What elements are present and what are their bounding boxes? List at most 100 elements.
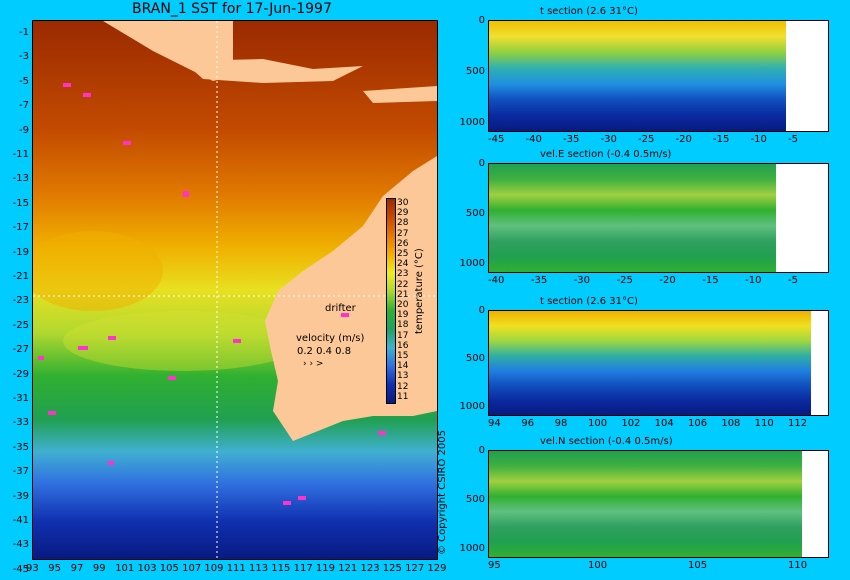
lon-tick-label: 115 bbox=[271, 563, 291, 574]
lat-tick-label: -41 bbox=[12, 515, 29, 526]
depth-tick-label: 0 bbox=[478, 158, 485, 169]
lat-tick-label: -35 bbox=[12, 441, 29, 453]
colorbar-tick-label: 12 bbox=[397, 381, 409, 392]
lat-tick-label: -43 bbox=[12, 539, 29, 551]
lat-tick-label: -19 bbox=[12, 246, 29, 258]
lon-tick-label: 121 bbox=[338, 563, 358, 574]
sst-map: drifter velocity (m/s) 0.2 0.4 0.8 › › > bbox=[32, 20, 438, 560]
velocity-label: velocity (m/s) bbox=[296, 333, 364, 344]
map-title: BRAN_1 SST for 17-Jun-1997 bbox=[132, 1, 332, 17]
lat-tick-label: -29 bbox=[12, 368, 29, 380]
colorbar-tick-label: 11 bbox=[397, 391, 409, 402]
depth-tick-label: 0 bbox=[478, 15, 485, 26]
velocity-scale: 0.2 0.4 0.8 bbox=[297, 346, 351, 357]
section-title: vel.E section (-0.4 0.5m/s) bbox=[540, 149, 672, 160]
lat-tick-label: -25 bbox=[12, 319, 29, 331]
lat-tick-label: -45 bbox=[12, 563, 29, 575]
drifter-label: drifter bbox=[325, 303, 357, 314]
lat-tick-label: -15 bbox=[12, 197, 29, 209]
lon-tick-label: 127 bbox=[405, 563, 425, 574]
depth-tick-label: 500 bbox=[465, 66, 485, 77]
lon-tick-label: 101 bbox=[115, 563, 135, 574]
section-plot bbox=[488, 450, 829, 558]
depth-tick-label: 500 bbox=[465, 353, 485, 364]
depth-tick-label: 1000 bbox=[459, 543, 485, 554]
depth-tick-label: 1000 bbox=[459, 401, 485, 412]
section-title: vel.N section (-0.4 0.5m/s) bbox=[540, 436, 673, 447]
depth-tick-label: 500 bbox=[465, 208, 485, 219]
lon-tick-label: 123 bbox=[360, 563, 380, 574]
section-x-tick-label: 100 bbox=[588, 560, 608, 571]
lon-tick-label: 109 bbox=[204, 563, 224, 574]
depth-tick-label: 0 bbox=[478, 305, 485, 316]
colorbar-label: temperature (°C) bbox=[414, 248, 425, 334]
section-plot bbox=[488, 163, 829, 273]
drifter-marker bbox=[341, 313, 349, 317]
section-x-tick-label: -30 bbox=[600, 134, 617, 145]
section-x-tick-label: 110 bbox=[788, 560, 808, 571]
lon-tick-label: 97 bbox=[70, 563, 84, 574]
lon-tick-label: 129 bbox=[427, 563, 447, 574]
depth-tick-label: 500 bbox=[465, 494, 485, 505]
colorbar-tick-label: 24 bbox=[397, 259, 409, 270]
depth-tick-label: 1000 bbox=[459, 258, 485, 269]
temperature-colorbar bbox=[386, 198, 396, 404]
colorbar-tick-label: 13 bbox=[397, 371, 409, 382]
no-data-region bbox=[802, 451, 828, 557]
lat-tick-label: -27 bbox=[12, 344, 29, 356]
no-data-region bbox=[786, 21, 828, 131]
colorbar-tick-label: 18 bbox=[397, 320, 409, 331]
colorbar-tick-label: 21 bbox=[397, 289, 409, 300]
lat-tick-label: -39 bbox=[12, 490, 29, 502]
lat-tick-label: -23 bbox=[12, 295, 29, 307]
section-x-tick-label: -40 bbox=[525, 134, 542, 145]
colorbar-tick-label: 17 bbox=[397, 330, 409, 341]
section-x-tick-label: -10 bbox=[750, 134, 767, 145]
section-x-tick-label: 110 bbox=[754, 418, 774, 429]
section-plot bbox=[488, 310, 829, 416]
no-data-region bbox=[776, 164, 828, 272]
lat-tick-label: -3 bbox=[19, 51, 29, 63]
section-x-tick-label: -45 bbox=[488, 134, 505, 145]
lat-tick-label: -17 bbox=[12, 222, 29, 234]
section-x-tick-label: -5 bbox=[788, 275, 798, 286]
colorbar-tick-label: 16 bbox=[397, 340, 409, 351]
colorbar-tick-label: 15 bbox=[397, 351, 409, 361]
section-x-tick-label: 95 bbox=[488, 560, 501, 571]
section-x-tick-label: -25 bbox=[638, 134, 655, 145]
section-x-tick-label: 96 bbox=[521, 418, 535, 429]
colorbar-tick-label: 29 bbox=[397, 208, 409, 219]
section-x-tick-label: -30 bbox=[573, 275, 591, 286]
section-x-tick-label: 106 bbox=[688, 418, 708, 429]
lon-tick-label: 95 bbox=[48, 563, 62, 574]
depth-tick-label: 1000 bbox=[459, 117, 485, 128]
section-x-tick-label: 98 bbox=[554, 418, 568, 429]
lat-tick-label: -33 bbox=[12, 417, 29, 429]
lon-tick-label: 117 bbox=[293, 563, 313, 574]
section-x-tick-label: 94 bbox=[488, 418, 501, 429]
no-data-region bbox=[811, 311, 828, 415]
section-x-tick-label: 102 bbox=[621, 418, 641, 429]
section-x-tick-label: 105 bbox=[688, 560, 708, 571]
colorbar-tick-label: 28 bbox=[397, 218, 409, 229]
svg-text:› › >: › › > bbox=[303, 359, 323, 369]
colorbar-tick-label: 19 bbox=[397, 310, 409, 321]
lon-tick-label: 93 bbox=[26, 563, 39, 574]
section-x-tick-label: -10 bbox=[745, 275, 762, 286]
lon-tick-label: 119 bbox=[315, 563, 335, 574]
colorbar-tick-label: 22 bbox=[397, 279, 409, 290]
lat-tick-label: -7 bbox=[19, 100, 29, 112]
section-x-tick-label: -20 bbox=[675, 134, 692, 145]
section-x-tick-label: -15 bbox=[713, 134, 730, 145]
colorbar-tick-label: 20 bbox=[397, 300, 409, 310]
lat-tick-label: -9 bbox=[19, 124, 29, 136]
section-x-tick-label: -5 bbox=[788, 134, 798, 145]
colorbar-tick-label: 23 bbox=[397, 269, 409, 280]
lon-tick-label: 103 bbox=[137, 563, 157, 574]
copyright-text: © Copyright CSIRO 2005 bbox=[437, 430, 448, 555]
colorbar-tick-label: 14 bbox=[397, 361, 409, 372]
section-plot bbox=[488, 20, 829, 132]
lat-tick-label: -13 bbox=[12, 173, 29, 185]
depth-tick-label: 0 bbox=[478, 445, 485, 456]
lat-tick-label: -37 bbox=[12, 466, 29, 478]
